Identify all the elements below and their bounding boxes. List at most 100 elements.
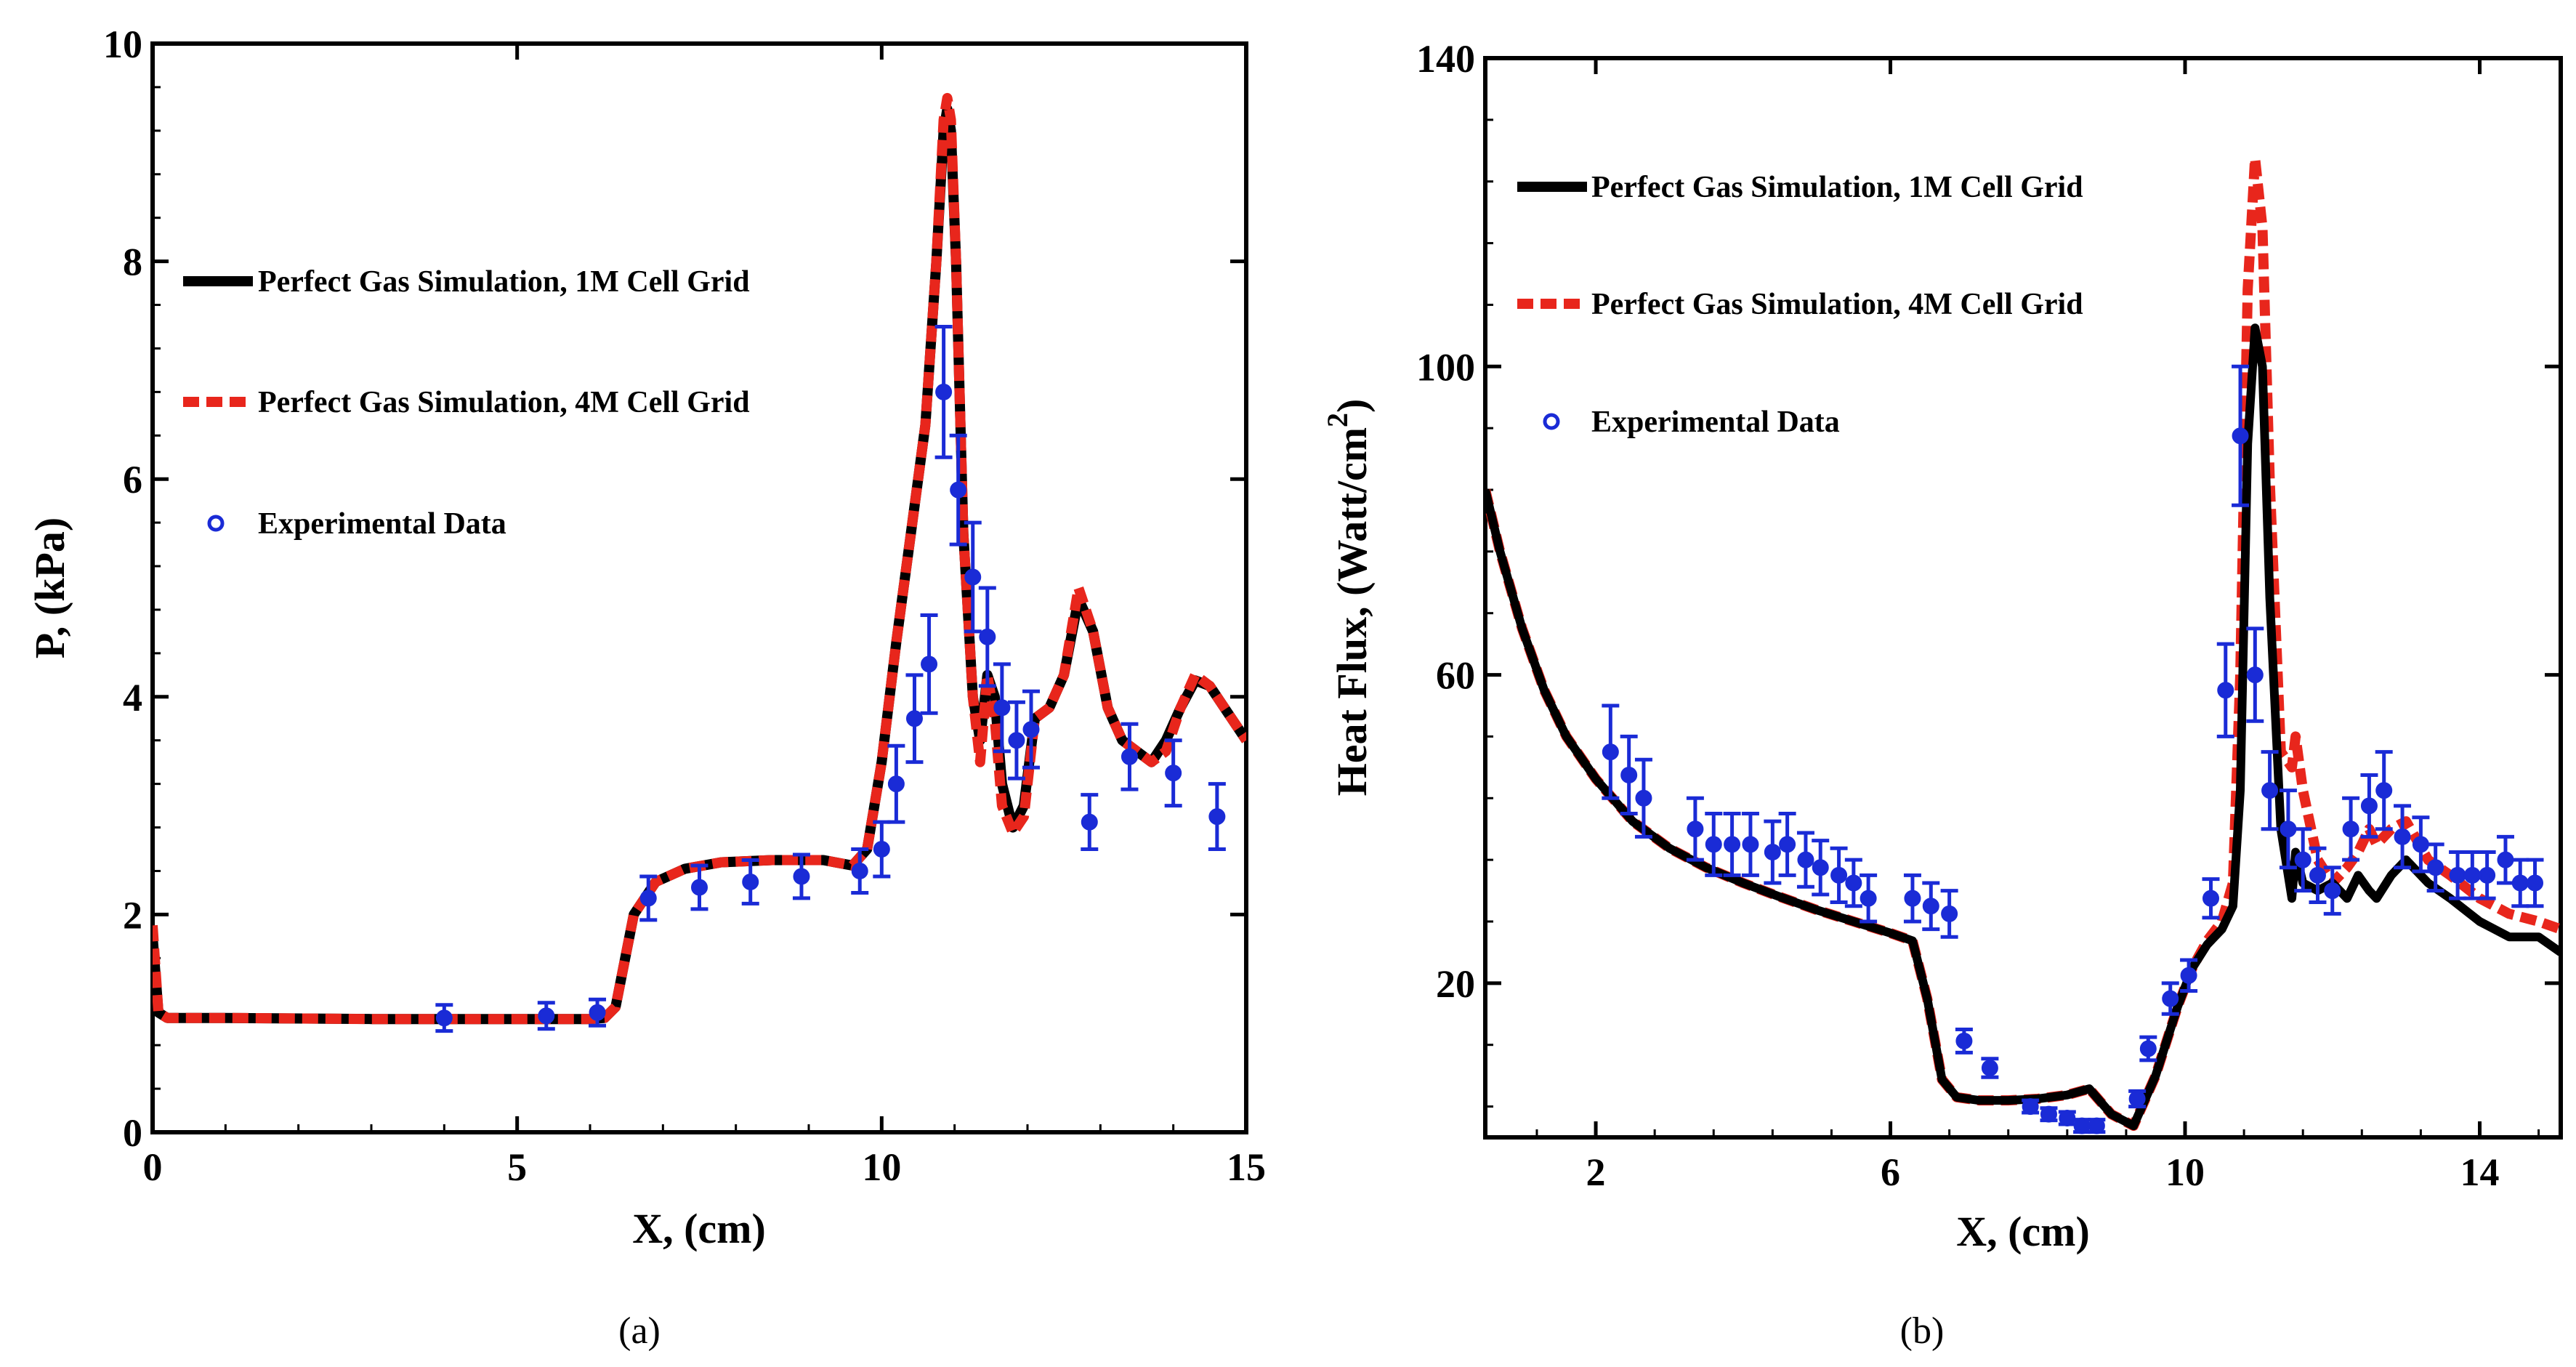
chart-b-experimental-point bbox=[2394, 804, 2412, 870]
chart-b-experimental-marker bbox=[2427, 859, 2444, 876]
chart-a-experimental-point bbox=[1164, 738, 1182, 808]
chart-b-experimental-marker bbox=[1687, 820, 1704, 838]
chart-b-experimental-marker bbox=[1724, 836, 1741, 853]
chart-b-experimental-marker bbox=[2375, 782, 2393, 799]
chart-b-experimental-marker bbox=[1602, 743, 1619, 761]
chart-a-experimental-point bbox=[993, 662, 1011, 754]
chart-a-legend-exp-label: Experimental Data bbox=[258, 507, 506, 541]
chart-a-experimental-point bbox=[1208, 782, 1226, 852]
chart-b-experimental-point bbox=[2449, 850, 2467, 900]
chart-b-experimental-point bbox=[1741, 812, 1759, 877]
chart-b-legend-exp-marker bbox=[1543, 413, 1560, 430]
chart-b-experimental-point bbox=[2478, 850, 2496, 900]
chart-b-ticks bbox=[1485, 56, 2561, 1137]
chart-b-experimental-marker bbox=[1705, 836, 1722, 853]
chart-b-experimental-marker bbox=[1797, 851, 1814, 868]
chart-b-experimental-point bbox=[2261, 750, 2279, 831]
chart-a-legend-4m-label: Perfect Gas Simulation, 4M Cell Grid bbox=[258, 386, 750, 419]
chart-b-experimental-point bbox=[1860, 873, 1878, 924]
chart-b-experimental-point bbox=[2526, 858, 2544, 908]
chart-b-experimental-point bbox=[2496, 834, 2514, 885]
chart-b-experimental-marker bbox=[2261, 782, 2279, 799]
chart-a-xtick-label: 15 bbox=[1227, 1145, 1266, 1189]
chart-b-experimental-point bbox=[1686, 796, 1704, 862]
chart-b-experimental-marker bbox=[1620, 766, 1638, 783]
chart-a-legend-exp-marker bbox=[207, 515, 225, 532]
chart-a-experimental-point bbox=[741, 858, 759, 906]
chart-b-experimental-marker bbox=[1955, 1032, 1973, 1049]
chart-a-ytick-label: 10 bbox=[103, 23, 142, 66]
chart-b-experimental-marker bbox=[2022, 1098, 2039, 1116]
chart-b-experimental-marker bbox=[2342, 820, 2359, 838]
chart-a-experimental-marker bbox=[691, 879, 708, 896]
chart-a-experimental-points bbox=[435, 324, 1226, 1033]
chart-b-experimental-point bbox=[2232, 364, 2250, 507]
chart-a-experimental-marker bbox=[639, 890, 657, 907]
chart-a-experimental-marker bbox=[1121, 748, 1138, 765]
chart-b-experimental-marker bbox=[2324, 882, 2341, 900]
chart-a-experimental-marker bbox=[935, 383, 953, 400]
chart-b: 2 6 10 14 20 60 100 140 X, (cm) Heat Flux, (Wat… bbox=[1321, 37, 2563, 1352]
chart-b-legend-4m-label: Perfect Gas Simulation, 4M Cell Grid bbox=[1591, 288, 2083, 321]
chart-a-caption: (a) bbox=[618, 1310, 661, 1352]
chart-a-experimental-point bbox=[1081, 793, 1099, 852]
chart-a-ytick-label: 8 bbox=[123, 241, 142, 284]
chart-b-caption: (b) bbox=[1900, 1310, 1945, 1352]
chart-b-ylabel: Heat Flux, (Watt/cm2) bbox=[1321, 399, 1376, 797]
chart-b-experimental-marker bbox=[2412, 836, 2429, 853]
chart-b-plot-frame bbox=[1483, 56, 2563, 1140]
chart-a-ytick-label: 2 bbox=[123, 893, 142, 937]
chart-a-plot-frame bbox=[150, 41, 1248, 1134]
chart-b-experimental-marker bbox=[2511, 874, 2529, 892]
chart-b-experimental-points bbox=[1602, 364, 2544, 1134]
chart-a-experimental-marker bbox=[1208, 808, 1226, 826]
chart-b-ylabel-main: Heat Flux, (Watt/cm bbox=[1328, 427, 1376, 796]
chart-b-experimental-marker bbox=[1742, 836, 1759, 853]
chart-b-experimental-point bbox=[2426, 842, 2444, 893]
chart-b-experimental-marker bbox=[1812, 859, 1829, 876]
chart-b-experimental-point bbox=[2246, 626, 2264, 723]
chart-a-experimental-point bbox=[978, 586, 996, 688]
chart-a-tick-labels: 0 5 10 15 0 2 4 6 8 10 bbox=[103, 23, 1266, 1189]
chart-a-experimental-point bbox=[1022, 689, 1041, 770]
chart-b-experimental-point bbox=[1796, 831, 1814, 889]
chart-b-experimental-point bbox=[2412, 815, 2430, 874]
chart-a-experimental-marker bbox=[993, 699, 1011, 717]
chart-b-experimental-point bbox=[1723, 812, 1741, 877]
chart-a-experimental-marker bbox=[873, 841, 890, 858]
chart-b-experimental-marker bbox=[1922, 898, 1939, 915]
chart-b-experimental-marker bbox=[2280, 820, 2297, 838]
chart-a: 0 5 10 15 0 2 4 6 8 10 X, (cm) P, (kPa) Perfect G… bbox=[26, 23, 1266, 1352]
chart-b-experimental-point bbox=[1922, 881, 1940, 932]
chart-a-legend-1m-label: Perfect Gas Simulation, 1M Cell Grid bbox=[258, 265, 750, 299]
chart-b-experimental-marker bbox=[2294, 851, 2311, 868]
chart-b-experimental-marker bbox=[2232, 427, 2249, 445]
chart-a-legend: Perfect Gas Simulation, 1M Cell Grid Per… bbox=[183, 265, 750, 541]
chart-b-xtick-label: 2 bbox=[1586, 1150, 1606, 1194]
chart-b-experimental-point bbox=[1634, 757, 1652, 839]
chart-a-series-4m-line bbox=[153, 92, 1246, 1025]
chart-b-experimental-point bbox=[2202, 877, 2220, 920]
chart-b-experimental-point bbox=[1778, 812, 1796, 877]
chart-a-experimental-marker bbox=[851, 862, 868, 879]
chart-b-experimental-point bbox=[2342, 796, 2360, 862]
chart-b-experimental-marker bbox=[1981, 1060, 1998, 1077]
chart-b-experimental-marker bbox=[1764, 844, 1781, 861]
chart-a-experimental-marker bbox=[435, 1009, 453, 1027]
chart-a-ticks bbox=[150, 41, 1248, 1134]
chart-b-experimental-point bbox=[2360, 773, 2378, 839]
chart-b-experimental-marker bbox=[1779, 836, 1796, 853]
chart-b-legend: Perfect Gas Simulation, 1M Cell Grid Per… bbox=[1517, 171, 2083, 439]
chart-b-experimental-marker bbox=[2309, 866, 2326, 884]
chart-b-experimental-marker bbox=[2449, 866, 2466, 884]
chart-b-experimental-point bbox=[1705, 812, 1723, 877]
chart-b-experimental-point bbox=[2022, 1098, 2040, 1116]
chart-b-experimental-point bbox=[2375, 750, 2393, 831]
chart-b-series-1m-line bbox=[1485, 323, 2561, 1131]
chart-b-experimental-marker bbox=[2128, 1090, 2146, 1108]
chart-b-experimental-marker bbox=[2059, 1109, 2076, 1126]
chart-b-experimental-marker bbox=[2088, 1117, 2105, 1134]
chart-b-experimental-marker bbox=[1860, 890, 1877, 907]
chart-a-xtick-label: 5 bbox=[507, 1145, 527, 1189]
chart-a-experimental-marker bbox=[1022, 721, 1040, 738]
